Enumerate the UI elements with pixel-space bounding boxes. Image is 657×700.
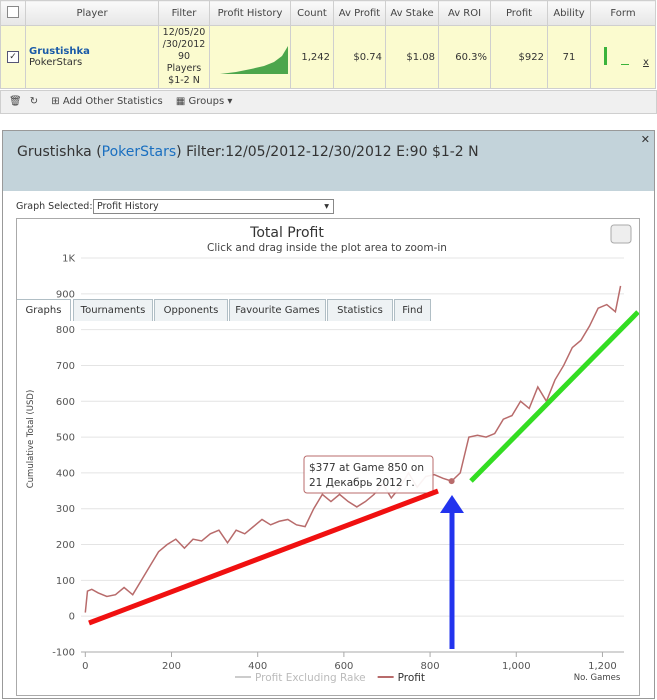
x-tick-label: 400 <box>248 661 267 672</box>
header[interactable]: Form <box>590 0 656 26</box>
y-tick-label: -100 <box>52 648 75 659</box>
y-tick-label: 600 <box>56 397 75 408</box>
header[interactable]: Ability <box>547 0 591 26</box>
graph-selected-label: Graph Selected: <box>16 201 93 212</box>
x-tick-label: 600 <box>334 661 353 672</box>
y-tick-label: 200 <box>56 540 75 551</box>
form-link[interactable]: x <box>643 56 649 68</box>
add-stats-label: Add Other Statistics <box>62 96 163 107</box>
tab[interactable]: Favourite Games <box>229 299 326 321</box>
header[interactable]: Av Profit <box>333 0 386 26</box>
av-profit: $0.74 <box>333 25 386 89</box>
y-axis-title: Cumulative Total (USD) <box>26 390 36 489</box>
annotation-line <box>469 310 639 483</box>
x-tick-label: 1,200 <box>588 661 617 672</box>
tooltip-text: $377 at Game 850 on <box>309 462 424 474</box>
groups-label: Groups <box>188 96 225 107</box>
header[interactable]: Profit <box>490 0 548 26</box>
y-tick-label: 1K <box>62 254 75 265</box>
stats-table: Player Filter Profit History Count Av Pr… <box>0 0 656 89</box>
tab[interactable]: Opponents <box>154 299 228 321</box>
chart: Total Profit Click and drag inside the p… <box>16 218 640 696</box>
select-all[interactable] <box>0 0 26 26</box>
tab[interactable]: Find <box>394 299 431 321</box>
annotation-line <box>88 488 439 626</box>
count: 1,242 <box>290 25 334 89</box>
refresh-icon[interactable]: ↻ <box>29 96 39 107</box>
header[interactable]: Av Stake <box>385 0 439 26</box>
header[interactable]: Profit History <box>209 0 291 26</box>
tooltip-box <box>303 455 434 494</box>
tab[interactable]: Statistics <box>327 299 393 321</box>
filter-line: /30/2012 <box>162 39 206 50</box>
panel: ✕ Grustishka (PokerStars) Filter:12/05/2… <box>2 130 655 699</box>
arrow-head <box>440 495 464 513</box>
y-tick-label: 300 <box>56 504 75 515</box>
groups[interactable]: ▦ Groups ▾ <box>175 96 233 107</box>
tooltip-text: 21 Декабрь 2012 г. <box>309 477 415 489</box>
filter-line: 12/05/20 <box>162 27 206 38</box>
av-roi: 60.3% <box>438 25 491 89</box>
hover-point <box>448 478 455 485</box>
header[interactable]: Player <box>25 0 159 26</box>
panel-header <box>3 131 654 191</box>
filter-line: 90 <box>177 51 191 62</box>
filter-line: Players <box>166 63 202 74</box>
y-tick-label: 700 <box>56 361 75 372</box>
filter-line: $1-2 N <box>168 75 200 86</box>
y-tick-label: 800 <box>56 325 75 336</box>
y-tick-label: 0 <box>69 612 75 623</box>
y-tick-label: 900 <box>56 289 75 300</box>
header[interactable]: Count <box>290 0 334 26</box>
graph-select-value: Profit History <box>97 201 159 212</box>
profit-line <box>84 285 622 613</box>
download-button[interactable] <box>610 224 632 244</box>
title-part: Grustishka ( <box>17 144 102 160</box>
title-site[interactable]: PokerStars <box>101 144 177 160</box>
x-tick-label: 1,000 <box>502 661 531 672</box>
chart-title: Total Profit <box>249 225 324 241</box>
y-tick-label: 100 <box>56 576 75 587</box>
x-tick-label: 200 <box>162 661 181 672</box>
x-tick-label: 0 <box>82 661 88 672</box>
graph-select[interactable]: Profit History ▾ <box>93 199 334 214</box>
x-axis-title: No. Games <box>574 673 621 683</box>
player-name[interactable]: Grustishka <box>29 46 90 57</box>
ability: 71 <box>547 25 591 89</box>
delete-icon[interactable]: 🗑 <box>9 96 22 107</box>
row-check[interactable]: ✓ <box>0 25 26 89</box>
close[interactable]: ✕ <box>640 133 650 146</box>
x-tick-label: 800 <box>421 661 440 672</box>
toolbar: 🗑 ↻ ⊞ Add Other Statistics ▦ Groups ▾ <box>0 90 657 114</box>
header[interactable]: Filter <box>158 0 210 26</box>
header[interactable]: Av ROI <box>438 0 491 26</box>
sparkline <box>220 45 288 74</box>
chart-subtitle: Click and drag inside the plot area to z… <box>207 242 447 254</box>
add-stats[interactable]: ⊞ Add Other Statistics <box>51 96 163 107</box>
y-tick-label: 400 <box>56 468 75 479</box>
panel-title: Grustishka (PokerStars) Filter:12/05/201… <box>17 144 479 160</box>
legend-label[interactable]: Profit Excluding Rake <box>255 672 366 684</box>
tab[interactable]: Tournaments <box>73 299 153 321</box>
player-site: PokerStars <box>29 57 83 68</box>
profit: $922 <box>490 25 548 89</box>
av-stake: $1.08 <box>385 25 439 89</box>
y-tick-label: 500 <box>56 433 75 444</box>
legend-label[interactable]: Profit <box>398 672 425 684</box>
title-part: ) Filter:12/05/2012-12/30/2012 E:90 $1-2… <box>176 144 479 160</box>
